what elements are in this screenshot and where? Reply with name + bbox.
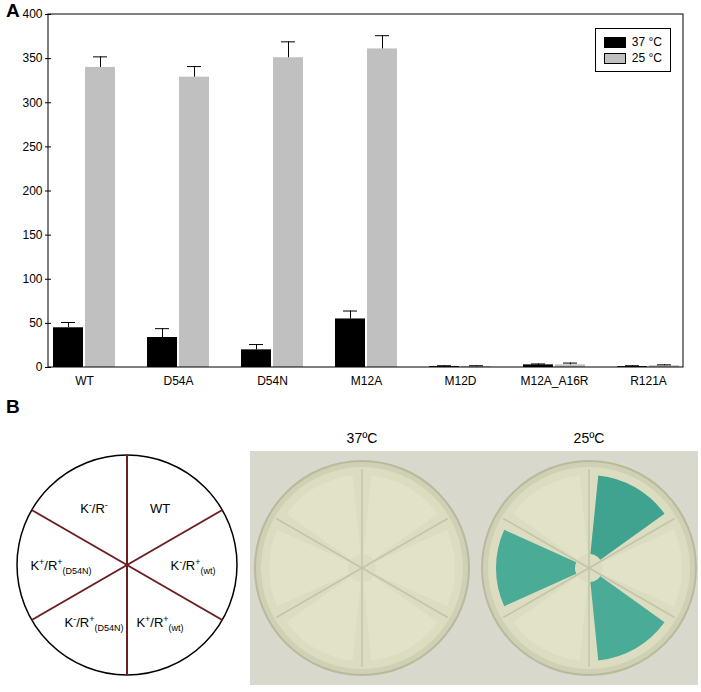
svg-text:M12A: M12A [351, 374, 382, 388]
svg-text:K-/R+(D54N): K-/R+(D54N) [65, 614, 124, 633]
svg-text:0: 0 [36, 360, 43, 374]
html-text:25 °C: 25 °C [631, 51, 662, 65]
svg-text:K-/R+(wt): K-/R+(wt) [171, 557, 216, 576]
svg-text:25ºC: 25ºC [574, 430, 605, 446]
svg-text:WT: WT [75, 374, 94, 388]
svg-text:WT: WT [150, 501, 170, 516]
svg-text:B: B [6, 396, 20, 417]
svg-text:300: 300 [22, 96, 42, 110]
svg-text:M12D: M12D [444, 374, 476, 388]
html-text:37 °C: 37 °C [631, 35, 662, 49]
svg-text:100: 100 [22, 272, 42, 286]
svg-text:200: 200 [22, 184, 42, 198]
svg-text:350: 350 [22, 51, 42, 65]
svg-text:D54A: D54A [163, 374, 193, 388]
svg-text:K+/R+(wt): K+/R+(wt) [136, 614, 183, 633]
svg-text:150: 150 [22, 228, 42, 242]
svg-text:50: 50 [29, 316, 43, 330]
svg-text:D54N: D54N [257, 374, 288, 388]
svg-text:K+/R+(D54N): K+/R+(D54N) [30, 557, 91, 576]
svg-text:R121A: R121A [630, 374, 667, 388]
svg-text:37ºC: 37ºC [347, 430, 378, 446]
svg-text:250: 250 [22, 140, 42, 154]
svg-text:400: 400 [22, 7, 42, 21]
html-text:A: A [6, 0, 20, 21]
svg-text:M12A_A16R: M12A_A16R [520, 374, 588, 388]
svg-text:K-/R-: K-/R- [80, 500, 108, 516]
